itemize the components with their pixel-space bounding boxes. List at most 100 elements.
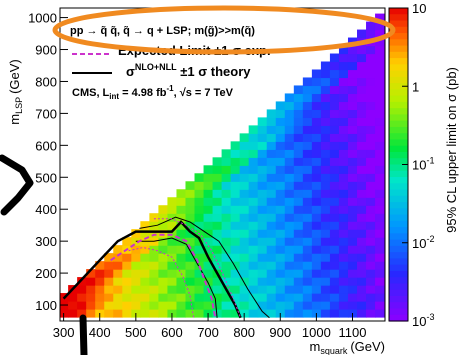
heatmap-cell — [194, 309, 205, 318]
heatmap-cell — [375, 277, 385, 286]
heatmap-cell — [167, 269, 178, 278]
heatmap-cell — [212, 301, 223, 310]
color-scale-band — [389, 295, 408, 303]
heatmap-cell — [248, 277, 259, 286]
heatmap-cell — [320, 69, 331, 79]
heatmap-cell — [311, 181, 322, 190]
heatmap-cell — [140, 221, 150, 230]
heatmap-cell — [284, 165, 295, 174]
heatmap-cell — [375, 37, 385, 47]
heatmap-cell — [266, 237, 277, 246]
heatmap-cell — [375, 253, 385, 262]
heatmap-cell — [366, 277, 376, 286]
heatmap-cell — [311, 93, 322, 103]
heatmap-cell — [113, 269, 123, 278]
heatmap-cell — [239, 165, 250, 174]
heatmap-cell — [347, 61, 358, 71]
heatmap-cell — [375, 29, 385, 39]
heatmap-cell — [357, 101, 367, 111]
heatmap-cell — [239, 173, 250, 182]
heatmap-cell — [329, 109, 340, 118]
color-scale-band — [389, 270, 408, 278]
heatmap-cell — [266, 269, 277, 278]
heatmap-cell — [248, 173, 259, 182]
heatmap-cell — [149, 309, 160, 318]
heatmap-cell — [375, 221, 385, 230]
heatmap-cell — [320, 261, 331, 270]
heatmap-cell — [311, 69, 322, 79]
heatmap-cell — [158, 237, 169, 246]
heatmap-cell — [158, 269, 169, 278]
heatmap-cell — [131, 293, 141, 302]
heatmap-cell — [338, 301, 349, 310]
legend: pp → q̃ q̃, q̃ → q + LSP; m(g̃)>>m(q̃) E… — [70, 25, 271, 101]
heatmap-cell — [347, 101, 358, 111]
heatmap-cell — [347, 213, 358, 222]
heatmap-cell — [347, 269, 358, 278]
heatmap-cell — [302, 229, 313, 238]
heatmap-cell — [203, 173, 214, 182]
heatmap-cell — [311, 237, 322, 246]
heatmap-cell — [230, 197, 241, 206]
heatmap-cell — [366, 309, 376, 318]
heatmap-cell — [293, 101, 304, 111]
heatmap-cell — [257, 157, 268, 166]
heatmap-cell — [149, 293, 160, 302]
heatmap-cell — [329, 221, 340, 230]
heatmap-cell — [357, 277, 367, 286]
heatmap-cell — [131, 245, 141, 254]
heatmap-cell — [320, 109, 331, 118]
heatmap-cell — [203, 197, 214, 206]
heatmap-cell — [302, 221, 313, 230]
y-tick-label: 900 — [35, 43, 57, 58]
heatmap-cell — [357, 245, 367, 254]
heatmap-cell — [230, 269, 241, 278]
heatmap-cell — [293, 269, 304, 278]
heatmap-cell — [275, 149, 286, 158]
heatmap-cell — [375, 157, 385, 166]
heatmap-cell — [347, 229, 358, 238]
heatmap-cell — [329, 101, 340, 111]
y-tick-label: 100 — [35, 298, 57, 313]
heatmap-cell — [302, 213, 313, 222]
heatmap-cell — [375, 173, 385, 182]
heatmap-cell — [185, 285, 196, 294]
heatmap-cell — [257, 269, 268, 278]
heatmap-cell — [311, 189, 322, 198]
legend-lumi: CMS, Lint = 4.98 fb-1, √s = 7 TeV — [72, 84, 234, 101]
color-scale-tick-label: 10 — [412, 1, 426, 16]
y-axis: 100 200 300 400 500 600 700 800 900 1000 — [28, 11, 68, 313]
color-scale-band — [389, 83, 408, 90]
heatmap-cell — [293, 261, 304, 270]
heatmap-cell — [284, 141, 295, 150]
heatmap-cell — [77, 309, 87, 318]
heatmap-cell — [221, 301, 232, 310]
heatmap-cell — [212, 213, 223, 222]
heatmap-cell — [338, 213, 349, 222]
heatmap-cell — [266, 109, 277, 118]
heatmap-cell — [284, 253, 295, 262]
heatmap-cell — [284, 293, 295, 302]
heatmap-cell — [203, 189, 214, 198]
heatmap-cell — [338, 285, 349, 294]
heatmap-cell — [230, 173, 241, 182]
heatmap-cell — [357, 157, 367, 166]
heatmap-cell — [284, 277, 295, 286]
heatmap-cell — [167, 261, 178, 270]
heatmap-cell — [194, 221, 205, 230]
heatmap-cell — [266, 197, 277, 206]
color-scale-band — [389, 95, 408, 103]
heatmap-cell — [131, 301, 141, 310]
heatmap-cell — [329, 277, 340, 286]
heatmap-cell — [158, 213, 169, 222]
heatmap-cell — [320, 189, 331, 198]
color-scale-band — [389, 308, 408, 316]
heatmap-cell — [329, 213, 340, 222]
heatmap-cell — [158, 285, 169, 294]
heatmap-cell — [338, 77, 349, 87]
heatmap-cell — [266, 277, 277, 286]
heatmap-cell — [293, 245, 304, 254]
heatmap-cell — [149, 253, 160, 262]
heatmap-cell — [284, 221, 295, 230]
heatmap-cell — [221, 253, 232, 262]
